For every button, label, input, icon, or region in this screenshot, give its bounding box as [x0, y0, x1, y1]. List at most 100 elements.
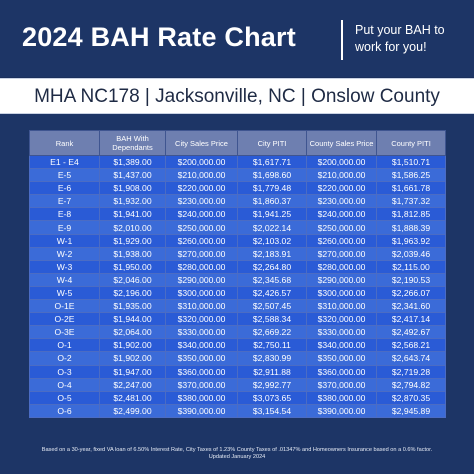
table-row: O-4 $2,247.00 $370,000.00 $2,992.77 $370,000… [29, 377, 446, 392]
rank-cell: E-8 [29, 207, 100, 222]
county-piti-cell: $2,190.53 [376, 272, 446, 287]
city-piti-cell: $2,426.57 [237, 285, 307, 301]
footnote: Based on a 30-year, fixed VA loan of 6.5… [0, 447, 474, 461]
county-sales-price-cell: $330,000.00 [306, 325, 377, 340]
city-piti-cell: $2,264.80 [237, 259, 307, 274]
city-sales-price-cell: $280,000.00 [165, 259, 238, 274]
city-piti-cell: $2,830.99 [237, 351, 307, 366]
city-piti-cell: $2,669.22 [237, 325, 307, 340]
county-piti-cell: $2,568.21 [376, 338, 446, 353]
rank-cell: E1 - E4 [29, 154, 100, 170]
city-piti-cell: $2,911.88 [237, 364, 307, 379]
column-header-city-sales-price: City Sales Price [165, 130, 238, 156]
county-sales-price-cell: $220,000.00 [306, 181, 377, 196]
city-piti-cell: $2,183.91 [237, 246, 307, 261]
bah-cell: $1,929.00 [99, 233, 166, 248]
city-piti-cell: $2,345.68 [237, 272, 307, 287]
county-sales-price-cell: $260,000.00 [306, 233, 377, 248]
bah-cell: $1,902.00 [99, 338, 166, 353]
table-row: O-5 $2,481.00 $380,000.00 $3,073.65 $380,000… [29, 390, 446, 405]
county-piti-cell: $2,341.60 [376, 299, 446, 314]
county-sales-price-cell: $270,000.00 [306, 246, 377, 261]
county-piti-cell: $1,510.71 [376, 154, 446, 170]
bah-cell: $1,941.00 [99, 207, 166, 222]
city-sales-price-cell: $370,000.00 [165, 377, 238, 392]
rank-cell: W-3 [29, 259, 100, 274]
county-piti-cell: $2,870.35 [376, 390, 446, 405]
bah-cell: $2,010.00 [99, 220, 166, 235]
bah-cell: $1,389.00 [99, 154, 166, 170]
bah-cell: $2,499.00 [99, 403, 166, 418]
city-piti-cell: $1,617.71 [237, 154, 307, 170]
city-sales-price-cell: $330,000.00 [165, 325, 238, 340]
county-piti-cell: $2,643.74 [376, 351, 446, 366]
footnote-assumptions: Based on a 30-year, fixed VA loan of 6.5… [41, 447, 433, 453]
rank-cell: O-2 [29, 351, 100, 366]
city-sales-price-cell: $310,000.00 [165, 299, 238, 314]
city-sales-price-cell: $350,000.00 [165, 351, 238, 366]
table-header-row: Rank BAH With Dependants City Sales Pric… [29, 130, 446, 156]
rank-cell: E-7 [29, 194, 100, 209]
city-sales-price-cell: $250,000.00 [165, 220, 238, 235]
county-piti-cell: $2,945.89 [376, 403, 446, 418]
county-sales-price-cell: $360,000.00 [306, 364, 377, 379]
column-header-county-piti: County PITI [376, 130, 446, 156]
county-sales-price-cell: $320,000.00 [306, 312, 377, 327]
city-sales-price-cell: $220,000.00 [165, 181, 238, 196]
county-piti-cell: $1,812.85 [376, 207, 446, 222]
table-body: E1 - E4 $1,389.00 $200,000.00 $1,617.71 $200… [29, 154, 446, 418]
county-sales-price-cell: $250,000.00 [306, 220, 377, 235]
city-piti-cell: $1,779.48 [237, 181, 307, 196]
footnote-updated: Updated January 2024 [208, 454, 266, 460]
table-row: E-5 $1,437.00 $210,000.00 $1,698.60 $210,000… [29, 168, 446, 183]
county-piti-cell: $1,963.92 [376, 233, 446, 248]
header-divider [341, 20, 343, 60]
city-sales-price-cell: $240,000.00 [165, 207, 238, 222]
bah-rate-table: Rank BAH With Dependants City Sales Pric… [29, 130, 446, 418]
city-piti-cell: $1,860.37 [237, 194, 307, 209]
rank-cell: O-3E [29, 325, 100, 340]
city-piti-cell: $1,941.25 [237, 207, 307, 222]
city-sales-price-cell: $230,000.00 [165, 194, 238, 209]
city-piti-cell: $2,022.14 [237, 220, 307, 235]
county-piti-cell: $2,794.82 [376, 377, 446, 392]
bah-cell: $1,908.00 [99, 181, 166, 196]
rank-cell: O-2E [29, 312, 100, 327]
county-piti-cell: $1,661.78 [376, 181, 446, 196]
city-piti-cell: $3,154.54 [237, 403, 307, 418]
city-piti-cell: $2,750.11 [237, 338, 307, 353]
bah-cell: $2,196.00 [99, 285, 166, 301]
county-sales-price-cell: $230,000.00 [306, 194, 377, 209]
bah-cell: $1,938.00 [99, 246, 166, 261]
table-row: E-7 $1,932.00 $230,000.00 $1,860.37 $230,000… [29, 194, 446, 209]
table-row: W-4 $2,046.00 $290,000.00 $2,345.68 $290,000… [29, 272, 446, 287]
county-sales-price-cell: $310,000.00 [306, 299, 377, 314]
bah-cell: $1,935.00 [99, 299, 166, 314]
rank-cell: E-9 [29, 220, 100, 235]
bah-cell: $1,947.00 [99, 364, 166, 379]
city-sales-price-cell: $260,000.00 [165, 233, 238, 248]
location-text: MHA NC178 | Jacksonville, NC | Onslow Co… [34, 86, 440, 107]
bah-cell: $2,046.00 [99, 272, 166, 287]
county-sales-price-cell: $200,000.00 [306, 154, 377, 170]
table-row: E-6 $1,908.00 $220,000.00 $1,779.48 $220,000… [29, 181, 446, 196]
rank-cell: W-1 [29, 233, 100, 248]
city-sales-price-cell: $200,000.00 [165, 154, 238, 170]
bah-cell: $1,902.00 [99, 351, 166, 366]
rank-cell: O-1 [29, 338, 100, 353]
table-row: W-1 $1,929.00 $260,000.00 $2,103.02 $260,000… [29, 233, 446, 248]
location-bar: MHA NC178 | Jacksonville, NC | Onslow Co… [0, 78, 474, 114]
table-row: O-1 $1,902.00 $340,000.00 $2,750.11 $340,000… [29, 338, 446, 353]
county-sales-price-cell: $350,000.00 [306, 351, 377, 366]
city-sales-price-cell: $210,000.00 [165, 168, 238, 183]
city-piti-cell: $3,073.65 [237, 390, 307, 405]
table-row: O-3 $1,947.00 $360,000.00 $2,911.88 $360,000… [29, 364, 446, 379]
table-row: W-2 $1,938.00 $270,000.00 $2,183.91 $270,000… [29, 246, 446, 261]
column-header-bah: BAH With Dependants [99, 130, 166, 156]
table-row: O-6 $2,499.00 $390,000.00 $3,154.54 $390,000… [29, 403, 446, 418]
county-sales-price-cell: $280,000.00 [306, 259, 377, 274]
table-row: E-9 $2,010.00 $250,000.00 $2,022.14 $250,000… [29, 220, 446, 235]
county-piti-cell: $1,737.32 [376, 194, 446, 209]
rank-cell: E-6 [29, 181, 100, 196]
rank-cell: O-5 [29, 390, 100, 405]
